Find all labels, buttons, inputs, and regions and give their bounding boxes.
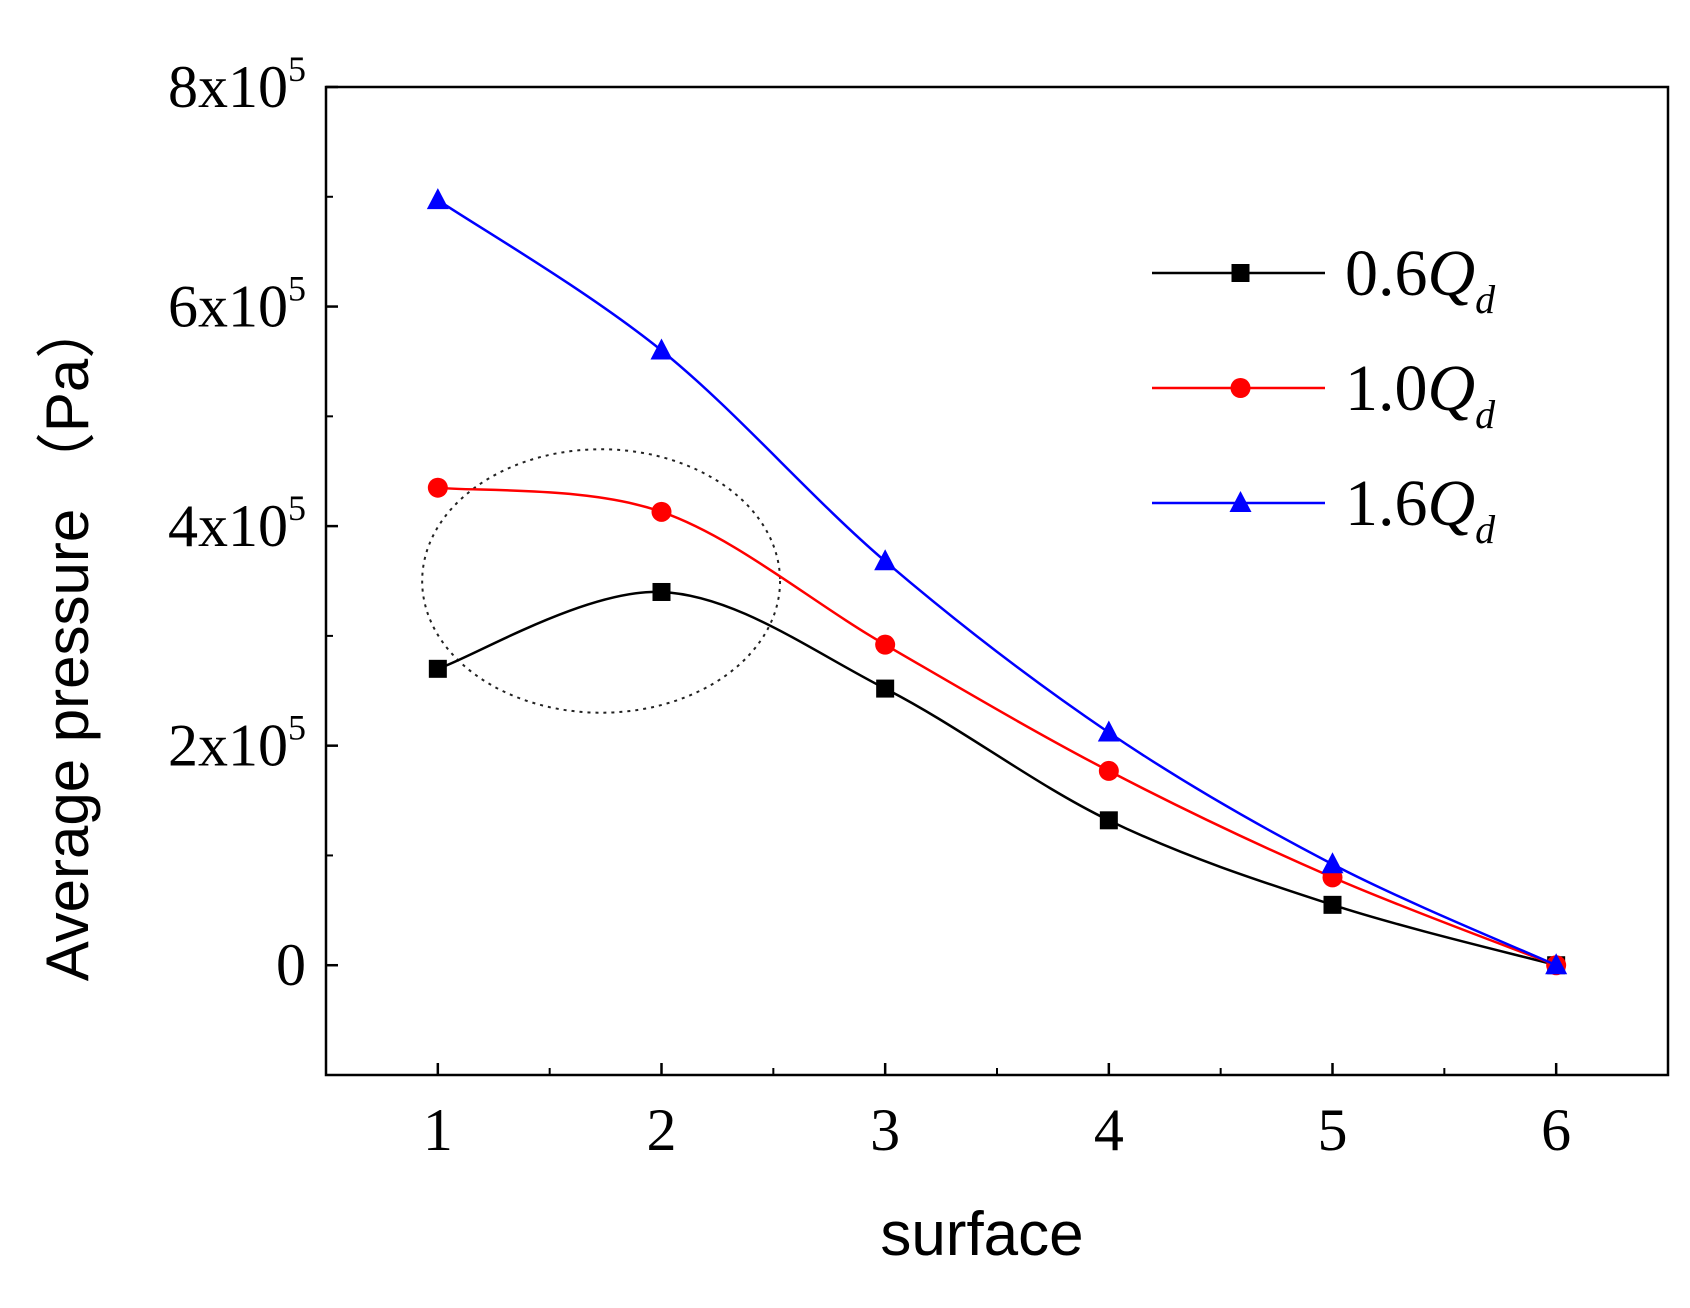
data-point: [1097, 720, 1120, 742]
legend-entry: 0.6Qd: [1152, 237, 1496, 322]
legend-label: 1.6Qd: [1345, 467, 1496, 552]
x-tick-label: 5: [1318, 1097, 1348, 1163]
y-tick-exponent: 5: [288, 49, 306, 89]
y-tick-mantissa: 0: [276, 932, 306, 998]
legend-symbol: Q: [1428, 467, 1476, 540]
legend-label: 1.0Qd: [1345, 352, 1496, 437]
y-tick-exponent: 5: [288, 708, 306, 748]
legend-coef: 0.6: [1345, 237, 1428, 310]
y-tick-label: 4x105: [168, 488, 306, 559]
legend-subscript: d: [1475, 277, 1496, 322]
data-point: [652, 582, 671, 601]
x-tick-label: 4: [1094, 1097, 1124, 1163]
data-point: [427, 477, 448, 498]
series-group: [426, 188, 1568, 976]
series-line: [437, 486, 1557, 967]
annotations: [421, 448, 782, 714]
legend-entry: 1.0Qd: [1152, 352, 1496, 437]
y-axis-label: Average pressure （Pa）: [34, 299, 101, 982]
legend-marker: [1231, 264, 1250, 282]
legend-coef: 1.0: [1345, 352, 1428, 425]
x-tick-label: 2: [647, 1097, 677, 1163]
y-tick-label: 6x105: [168, 269, 306, 340]
x-tick-label: 3: [870, 1097, 900, 1163]
x-tick-label: 6: [1541, 1097, 1571, 1163]
data-point: [876, 679, 895, 698]
data-point: [874, 549, 897, 571]
series-1-6Qd: [426, 188, 1568, 975]
data-point: [426, 188, 449, 210]
legend-symbol: Q: [1428, 352, 1476, 425]
legend-label: 0.6Qd: [1345, 237, 1496, 322]
x-axis-label: surface: [880, 1200, 1083, 1269]
y-tick-exponent: 5: [288, 269, 306, 309]
series-line: [437, 199, 1557, 967]
y-tick-mantissa: 8x10: [168, 54, 288, 120]
y-tick-mantissa: 6x10: [168, 274, 288, 340]
x-tick-label: 1: [423, 1097, 453, 1163]
data-point: [1099, 811, 1118, 830]
highlight-ellipse: [421, 448, 782, 714]
y-tick-label: 0: [276, 932, 306, 998]
data-point: [428, 659, 447, 678]
data-point: [1323, 895, 1342, 914]
legend-entry: 1.6Qd: [1152, 467, 1496, 552]
legend-coef: 1.6: [1345, 467, 1428, 540]
data-point: [1545, 953, 1568, 975]
y-tick-mantissa: 4x10: [168, 493, 288, 559]
legend-subscript: d: [1475, 507, 1496, 552]
data-point: [1098, 760, 1119, 781]
data-point: [651, 501, 672, 522]
data-point: [875, 634, 896, 655]
data-point: [650, 338, 673, 360]
y-tick-mantissa: 2x10: [168, 713, 288, 779]
data-point: [1321, 852, 1344, 874]
legend-symbol: Q: [1428, 237, 1476, 310]
y-tick-label: 8x105: [168, 49, 306, 120]
legend-marker: [1229, 491, 1252, 512]
y-tick-label: 2x105: [168, 708, 306, 779]
y-tick-exponent: 5: [288, 488, 306, 528]
legend-marker: [1230, 378, 1251, 398]
series-line: [437, 590, 1557, 967]
legend-subscript: d: [1475, 392, 1496, 437]
